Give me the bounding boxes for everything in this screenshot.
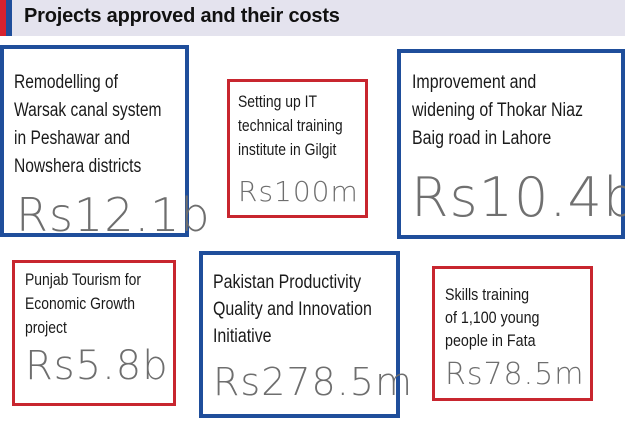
- project-cost: Rs278.5m: [213, 360, 414, 404]
- header-bar: Projects approved and their costs: [0, 0, 625, 36]
- project-description: Improvement and widening of Thokar Niaz …: [412, 72, 583, 149]
- project-card-warsak-canal: Remodelling of Warsak canal system in Pe…: [0, 45, 210, 242]
- project-description: Punjab Tourism for Economic Growth proje…: [25, 270, 141, 337]
- project-description: Pakistan Productivity Quality and Innova…: [213, 272, 372, 347]
- project-card-it-institute-gilgit: Setting up IT technical training institu…: [227, 79, 368, 218]
- project-description: Setting up IT technical training institu…: [238, 92, 343, 159]
- project-card-skills-training-fata: Skills training of 1,100 young people in…: [432, 266, 593, 401]
- header-flag-marker: [0, 0, 12, 36]
- project-cost: Rs78.5m: [445, 357, 585, 392]
- project-card-punjab-tourism: Punjab Tourism for Economic Growth proje…: [12, 260, 176, 406]
- project-cost: Rs12.1b: [16, 188, 211, 242]
- project-cost: Rs10.4b: [411, 166, 625, 229]
- project-description: Skills training of 1,100 young people in…: [445, 285, 540, 350]
- project-cost: Rs5.8b: [25, 343, 169, 389]
- flag-blue-stripe: [6, 0, 12, 36]
- project-description: Remodelling of Warsak canal system in Pe…: [14, 72, 162, 177]
- project-card-productivity-initiative: Pakistan Productivity Quality and Innova…: [199, 251, 412, 418]
- project-cost: Rs100m: [238, 175, 359, 208]
- flag-red-stripe: [0, 0, 6, 36]
- project-card-thokar-niaz-baig-road: Improvement and widening of Thokar Niaz …: [397, 49, 625, 239]
- page-title: Projects approved and their costs: [24, 5, 340, 27]
